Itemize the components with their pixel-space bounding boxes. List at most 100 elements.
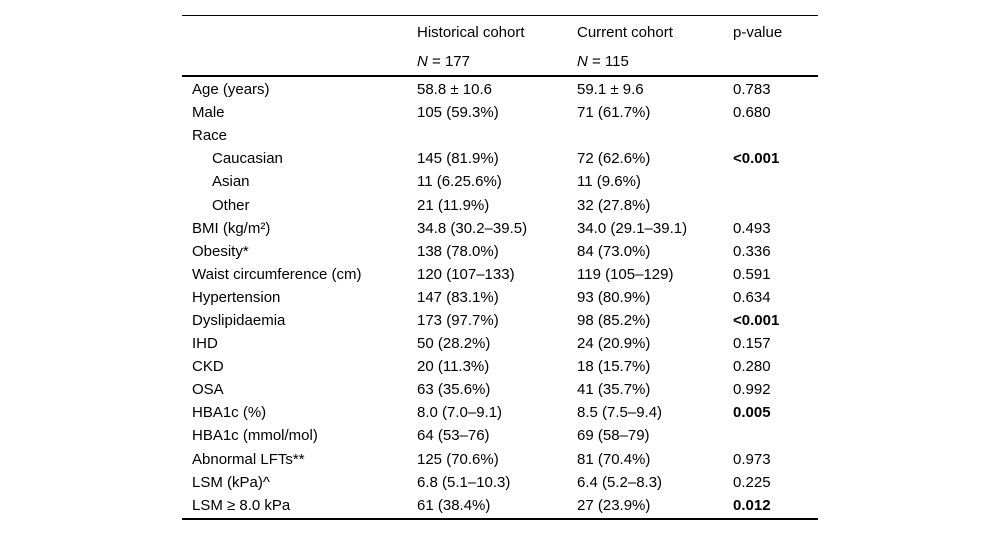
table-row: HBA1c (%) 8.0 (7.0–9.1) 8.5 (7.5–9.4) 0.… [182,401,818,424]
row-label: CKD [192,358,224,376]
historical-value: 138 (78.0%) [417,242,499,260]
p-value: 0.591 [733,265,771,283]
header-corner-cell [182,25,417,75]
historical-value: 145 (81.9%) [417,150,499,168]
table-row: IHD 50 (28.2%) 24 (20.9%) 0.157 [182,332,818,355]
current-value: 18 (15.7%) [577,358,651,376]
p-value: 0.012 [733,496,771,514]
table-row: Male 105 (59.3%) 71 (61.7%) 0.680 [182,101,818,124]
historical-cohort-n: N = 177 [417,54,577,69]
table-row: BMI (kg/m²) 34.8 (30.2–39.5) 34.0 (29.1–… [182,217,818,240]
current-value: 119 (105–129) [577,265,674,283]
row-label: HBA1c (%) [192,404,267,422]
p-value: 0.005 [733,404,771,422]
current-value: 81 (70.4%) [577,450,651,468]
p-value: 0.280 [733,358,771,376]
row-label: Male [192,104,225,122]
row-label: Abnormal LFTs** [192,450,305,468]
current-value: 8.5 (7.5–9.4) [577,404,663,422]
table-body: Age (years) 58.8 ± 10.6 59.1 ± 9.6 0.783… [182,77,818,520]
current-value: 32 (27.8%) [577,196,651,214]
p-value: 0.493 [733,219,771,237]
table-header: Historical cohort N = 177 Current cohort… [182,16,818,77]
current-value: 98 (85.2%) [577,311,651,329]
table-row: Abnormal LFTs** 125 (70.6%) 81 (70.4%) 0… [182,448,818,471]
current-value: 41 (35.7%) [577,381,651,399]
historical-value: 120 (107–133) [417,265,515,283]
row-label: Caucasian [212,150,283,168]
historical-value: 34.8 (30.2–39.5) [417,219,528,237]
current-value: 11 (9.6%) [577,173,641,191]
p-value: <0.001 [733,150,780,168]
row-label: OSA [192,381,224,399]
current-n-symbol: N [577,53,588,70]
historical-value: 61 (38.4%) [417,496,491,514]
row-label: Obesity* [192,242,249,260]
historical-value: 63 (35.6%) [417,381,491,399]
row-label: Asian [212,173,250,191]
table-row: LSM ≥ 8.0 kPa 61 (38.4%) 27 (23.9%) 0.01… [182,494,818,517]
current-value: 71 (61.7%) [577,104,651,122]
table-row: Other 21 (11.9%) 32 (27.8%) [182,193,818,216]
row-label: Other [212,196,250,214]
current-value: 24 (20.9%) [577,335,651,353]
p-value: 0.680 [733,104,771,122]
row-label: LSM (kPa)^ [192,473,270,491]
row-label: Dyslipidaemia [192,311,286,329]
row-label: HBA1c (mmol/mol) [192,427,318,445]
cohort-comparison-table: Historical cohort N = 177 Current cohort… [182,15,818,520]
current-value: 34.0 (29.1–39.1) [577,219,688,237]
historical-n-value: = 177 [427,53,470,70]
row-label: IHD [192,335,218,353]
historical-cohort-title: Historical cohort [417,24,525,41]
row-label: Hypertension [192,288,281,306]
current-value: 27 (23.9%) [577,496,651,514]
historical-value: 11 (6.25.6%) [417,173,502,191]
row-label: Age (years) [192,81,270,99]
table-row: Asian 11 (6.25.6%) 11 (9.6%) [182,170,818,193]
p-value: 0.783 [733,81,771,99]
table-row: LSM (kPa)^ 6.8 (5.1–10.3) 6.4 (5.2–8.3) … [182,471,818,494]
current-value: 59.1 ± 9.6 [577,81,644,99]
historical-value: 125 (70.6%) [417,450,499,468]
current-value: 6.4 (5.2–8.3) [577,473,663,491]
table-row: CKD 20 (11.3%) 18 (15.7%) 0.280 [182,355,818,378]
historical-n-symbol: N [417,53,428,70]
historical-value: 6.8 (5.1–10.3) [417,473,511,491]
current-cohort-n: N = 115 [577,54,733,69]
historical-value: 8.0 (7.0–9.1) [417,404,503,422]
row-label: Waist circumference (cm) [192,265,362,283]
historical-value: 147 (83.1%) [417,288,499,306]
p-value: 0.973 [733,450,771,468]
historical-value: 50 (28.2%) [417,335,491,353]
current-value: 93 (80.9%) [577,288,651,306]
table-row: Dyslipidaemia 173 (97.7%) 98 (85.2%) <0.… [182,309,818,332]
p-value: 0.634 [733,288,771,306]
p-value: 0.157 [733,335,771,353]
header-current-cohort: Current cohort N = 115 [577,25,733,75]
current-n-value: = 115 [587,53,629,70]
current-cohort-title: Current cohort [577,24,673,41]
historical-value: 21 (11.9%) [417,196,490,214]
row-label: LSM ≥ 8.0 kPa [192,496,291,514]
current-value: 84 (73.0%) [577,242,651,260]
table-row: Hypertension 147 (83.1%) 93 (80.9%) 0.63… [182,286,818,309]
current-value: 69 (58–79) [577,427,650,445]
historical-value: 64 (53–76) [417,427,490,445]
table-row: Race [182,124,818,147]
current-value: 72 (62.6%) [577,150,651,168]
row-label: Race [192,127,228,145]
historical-value: 20 (11.3%) [417,358,490,376]
table-row: OSA 63 (35.6%) 41 (35.7%) 0.992 [182,378,818,401]
p-value: 0.225 [733,473,771,491]
table-row: Waist circumference (cm) 120 (107–133) 1… [182,263,818,286]
table-row: Obesity* 138 (78.0%) 84 (73.0%) 0.336 [182,240,818,263]
header-pvalue: p-value [733,25,818,75]
row-label: BMI (kg/m²) [192,219,271,237]
table-row: HBA1c (mmol/mol) 64 (53–76) 69 (58–79) [182,424,818,447]
p-value: <0.001 [733,311,780,329]
pvalue-title: p-value [733,24,783,41]
historical-value: 105 (59.3%) [417,104,499,122]
p-value: 0.992 [733,381,771,399]
table-row: Age (years) 58.8 ± 10.6 59.1 ± 9.6 0.783 [182,78,818,101]
